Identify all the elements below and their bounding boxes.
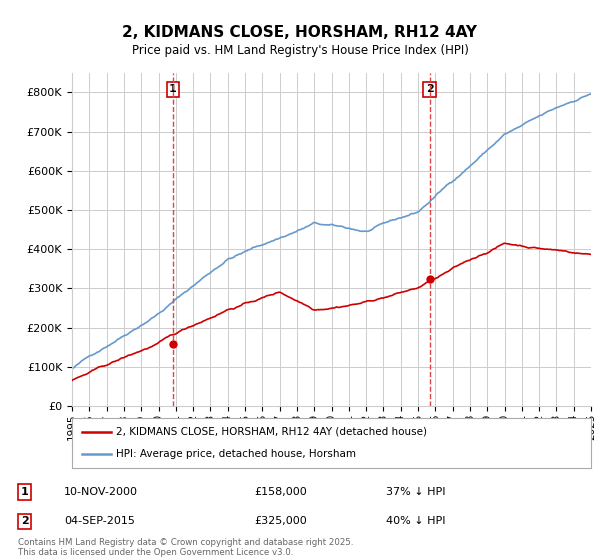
Text: 1: 1 (20, 487, 28, 497)
Text: 2: 2 (425, 85, 433, 95)
Text: HPI: Average price, detached house, Horsham: HPI: Average price, detached house, Hors… (116, 449, 356, 459)
Text: 10-NOV-2000: 10-NOV-2000 (64, 487, 138, 497)
Text: 37% ↓ HPI: 37% ↓ HPI (386, 487, 446, 497)
Text: 40% ↓ HPI: 40% ↓ HPI (386, 516, 446, 526)
Text: Price paid vs. HM Land Registry's House Price Index (HPI): Price paid vs. HM Land Registry's House … (131, 44, 469, 57)
Text: 1: 1 (169, 85, 177, 95)
Text: £158,000: £158,000 (254, 487, 307, 497)
Text: Contains HM Land Registry data © Crown copyright and database right 2025.
This d: Contains HM Land Registry data © Crown c… (18, 538, 353, 557)
Text: 2: 2 (20, 516, 28, 526)
Text: 04-SEP-2015: 04-SEP-2015 (64, 516, 135, 526)
Text: 2, KIDMANS CLOSE, HORSHAM, RH12 4AY (detached house): 2, KIDMANS CLOSE, HORSHAM, RH12 4AY (det… (116, 427, 427, 437)
Text: 2, KIDMANS CLOSE, HORSHAM, RH12 4AY: 2, KIDMANS CLOSE, HORSHAM, RH12 4AY (122, 25, 478, 40)
Text: £325,000: £325,000 (254, 516, 307, 526)
